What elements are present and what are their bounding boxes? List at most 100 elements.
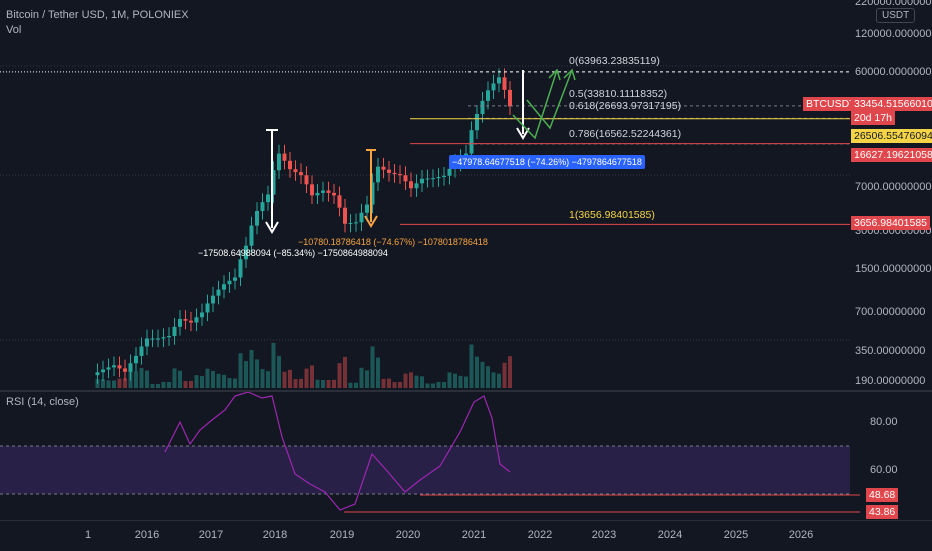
candle-body xyxy=(266,194,270,203)
candle-body xyxy=(475,114,479,131)
candle-body xyxy=(486,90,490,101)
candle-body xyxy=(233,277,237,281)
volume-bar xyxy=(414,375,419,388)
time-tick: 2021 xyxy=(461,529,487,541)
candle-body xyxy=(101,369,105,373)
arrow-head xyxy=(265,221,279,234)
candle-body xyxy=(299,172,303,176)
candle-body xyxy=(227,280,232,285)
volume-bar xyxy=(431,383,435,388)
chart-title: Bitcoin / Tether USD, 1M, POLONIEX xyxy=(6,9,189,21)
volume-bar xyxy=(156,384,160,388)
candle-body xyxy=(222,284,226,290)
volume-bar xyxy=(398,382,402,388)
candle-body xyxy=(128,363,133,372)
volume-bar xyxy=(458,375,463,388)
volume-bar xyxy=(486,366,490,388)
candle-body xyxy=(255,210,259,226)
candle-body xyxy=(354,222,358,224)
candle-body xyxy=(502,77,507,90)
bar-countdown-tag: 20d 17h xyxy=(851,111,895,125)
volume-bar xyxy=(277,355,281,388)
rsi-pane[interactable]: RSI (14, close) 80.00 60.00 48.68 43.86 xyxy=(0,391,932,520)
volume-bar xyxy=(337,363,342,388)
fib-level-label: 0.618(26693.97317195) xyxy=(569,100,682,112)
fib-level-label: 0(63963.23835119) xyxy=(569,55,660,67)
rsi-tick: 80.00 xyxy=(870,416,898,428)
projection-path xyxy=(526,69,573,130)
volume-bar xyxy=(464,376,468,388)
candle-body xyxy=(112,365,116,368)
volume-bar xyxy=(502,362,507,388)
candle-body xyxy=(95,372,100,376)
time-tick: 2018 xyxy=(262,529,288,541)
volume-bar xyxy=(178,370,182,388)
candle-body xyxy=(381,166,386,170)
rsi-chart-svg[interactable] xyxy=(0,391,932,520)
drawing-overlay xyxy=(0,68,850,234)
volume-bar xyxy=(326,379,331,388)
candle-body xyxy=(359,212,364,223)
price-chart-svg[interactable] xyxy=(0,0,932,390)
volume-bar xyxy=(167,381,171,388)
measure-label-2021: −47978.64677518 (−74.26%) −4797864677518 xyxy=(449,155,645,169)
volume-bars xyxy=(95,342,512,388)
price-tick: 60000.00000000 xyxy=(855,66,932,78)
candle-body xyxy=(310,184,314,196)
candle-body xyxy=(480,100,485,115)
volume-bar xyxy=(442,381,446,388)
volume-bar xyxy=(238,353,243,388)
volume-bar xyxy=(123,378,127,388)
candle-body xyxy=(403,175,408,182)
volume-bar xyxy=(194,375,199,388)
candle-body xyxy=(145,338,149,347)
volume-bar xyxy=(321,379,325,388)
currency-button[interactable]: USDT xyxy=(876,8,916,23)
volume-bar xyxy=(508,356,512,388)
volume-bar xyxy=(244,361,248,388)
candle-body xyxy=(365,204,369,213)
measure-label-2019: −10780.18786418 (−74.67%) −1078018786418 xyxy=(298,237,488,247)
candle-body xyxy=(161,337,166,339)
volume-bar xyxy=(145,370,149,388)
candle-body xyxy=(172,326,177,337)
rsi-band xyxy=(0,446,850,494)
volume-bar xyxy=(266,371,270,388)
volume-bar xyxy=(497,373,501,388)
candle-body xyxy=(469,130,474,154)
pane-separator[interactable] xyxy=(0,390,932,392)
volume-bar xyxy=(150,384,155,388)
candle-body xyxy=(414,183,419,189)
time-axis[interactable]: 1 2016 2017 2018 2019 2020 2021 2022 202… xyxy=(0,520,932,551)
price-tick: 7000.00000000 xyxy=(855,181,932,193)
last-price-tag: 33454.51566010 xyxy=(851,97,932,111)
candle-body xyxy=(183,318,188,321)
candle-body xyxy=(117,365,122,369)
main-price-pane[interactable]: Bitcoin / Tether USD, 1M, POLONIEX Vol U… xyxy=(0,0,932,390)
volume-bar xyxy=(288,369,292,388)
symbol-tag: BTCUSDT xyxy=(803,97,859,111)
volume-bar xyxy=(200,375,204,388)
candle-body xyxy=(189,320,193,323)
arrow-head xyxy=(548,68,561,81)
candle-body xyxy=(431,178,435,180)
candle-body xyxy=(139,346,144,356)
volume-indicator-label: Vol xyxy=(6,24,22,36)
candle-body xyxy=(398,174,402,176)
price-tick: 220000.00000000 xyxy=(855,0,932,8)
time-tick: 2019 xyxy=(329,529,355,541)
volume-bar xyxy=(101,379,105,388)
candle-body xyxy=(425,178,430,180)
volume-bar xyxy=(480,361,485,388)
price-tick: 350.00000000 xyxy=(855,345,926,357)
measure-label-2018: −17508.64988094 (−85.34%) −1750864988094 xyxy=(198,248,388,258)
volume-bar xyxy=(172,368,177,388)
candle-body xyxy=(238,259,243,278)
candle-body xyxy=(376,166,380,183)
candle-body xyxy=(106,367,111,370)
volume-bar xyxy=(425,383,430,388)
candle-body xyxy=(326,190,331,193)
volume-bar xyxy=(189,380,193,388)
candle-body xyxy=(392,172,397,175)
